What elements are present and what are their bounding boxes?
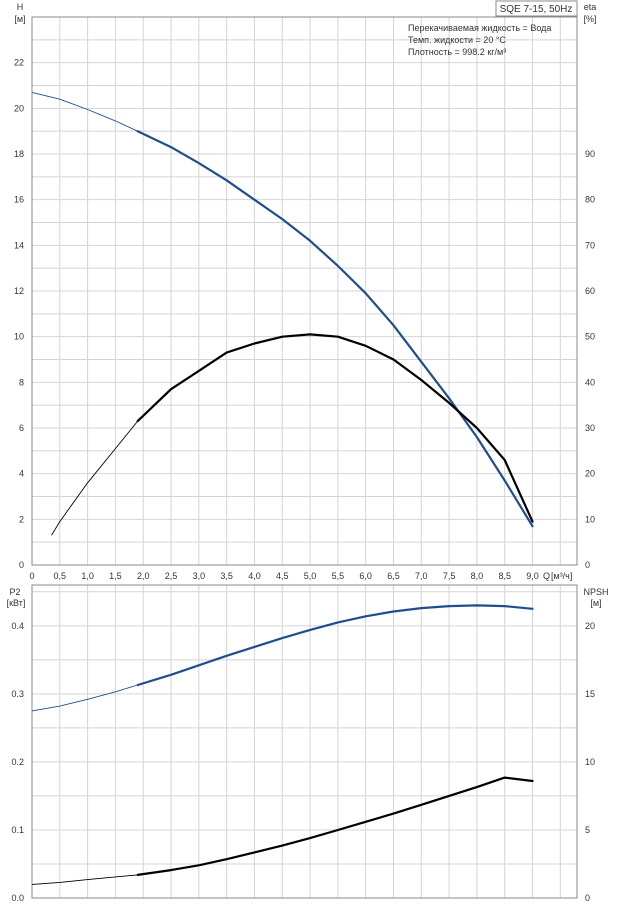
y-left-label-bottom: P2: [9, 587, 20, 597]
top-curves: [31, 91, 534, 536]
y-right-unit-bottom: [м]: [590, 598, 601, 608]
eta-curve: [136, 333, 534, 523]
x-tick-label: 5,5: [332, 571, 345, 581]
x-tick-label: 3,5: [220, 571, 233, 581]
annotation-density: Плотность = 998.2 кг/м³: [408, 47, 506, 57]
x-tick-label: 8,0: [471, 571, 484, 581]
x-tick-label: 3,0: [193, 571, 206, 581]
y-left-tick-label: 10: [14, 332, 24, 342]
y-right-tick-label: 5: [585, 825, 590, 835]
annotation-temp: Темп. жидкости = 20 °C: [408, 35, 506, 45]
x-tick-label: 2,5: [165, 571, 178, 581]
x-tick-label: 9,0: [526, 571, 539, 581]
y-right-tick-label: 30: [585, 423, 595, 433]
x-tick-label: 1,5: [109, 571, 122, 581]
y-right-tick-label: 0: [585, 560, 590, 570]
y-right-tick-label: 0: [585, 893, 590, 903]
y-right-tick-label: 60: [585, 286, 595, 296]
y-right-tick-label: 80: [585, 195, 595, 205]
h-curve-extrapolated: [31, 91, 138, 132]
y-right-tick-label: 10: [585, 514, 595, 524]
y-right-tick-label: 90: [585, 149, 595, 159]
chart-title: SQE 7-15, 50Hz: [500, 4, 573, 15]
y-right-tick-label: 70: [585, 240, 595, 250]
x-tick-label: 4,0: [248, 571, 261, 581]
y-right-label-top: eta: [584, 2, 597, 12]
y-right-tick-label: 50: [585, 332, 595, 342]
head-efficiency-plot: 0 2 4 6 8 10 12 14 16 18 20 22 0 10 20 30 40 50 60 70 80 90 0 0…: [14, 16, 595, 581]
x-tick-label: 4,5: [276, 571, 289, 581]
y-left-unit-top: [м]: [14, 14, 25, 24]
top-plot-frame: [31, 16, 578, 566]
eta-curve-extrapolated: [51, 420, 139, 536]
p2-curve-extrapolated: [31, 684, 138, 712]
y-left-tick-label: 0.1: [11, 825, 24, 835]
y-right-tick-label: 15: [585, 689, 595, 699]
y-left-tick-label: 0.3: [11, 689, 24, 699]
y-left-tick-label: 14: [14, 240, 24, 250]
x-tick-label: 8,5: [498, 571, 511, 581]
y-right-label-bottom: NPSH: [583, 587, 608, 597]
y-left-unit-bottom: [кВт]: [7, 598, 26, 608]
y-left-label-top: H: [17, 2, 24, 12]
x-tick-label: 6,0: [359, 571, 372, 581]
y-right-unit-top: [%]: [583, 14, 596, 24]
annotation-liquid: Перекачиваемая жидкость = Вода: [408, 23, 551, 33]
npsh-curve: [136, 776, 534, 876]
x-tick-label: 6,5: [387, 571, 400, 581]
x-axis-unit: [м³/ч]: [551, 571, 572, 581]
y-left-tick-label: 22: [14, 58, 24, 68]
x-axis-label: Q: [543, 571, 550, 581]
y-left-tick-label: 0.4: [11, 621, 24, 631]
y-left-tick-label: 2: [19, 514, 24, 524]
y-right-tick-label: 40: [585, 377, 595, 387]
y-left-tick-label: 20: [14, 103, 24, 113]
y-right-tick-label: 20: [585, 469, 595, 479]
y-left-tick-label: 0: [19, 560, 24, 570]
y-left-tick-label: 0.0: [11, 893, 24, 903]
bottom-labels: 0.0 0.1 0.2 0.3 0.4 0 5 10 15 20: [11, 621, 595, 903]
y-left-tick-label: 16: [14, 195, 24, 205]
title-box: [495, 0, 578, 17]
bottom-plot-frame: [31, 584, 578, 899]
p2-curve: [136, 604, 534, 687]
y-left-tick-label: 18: [14, 149, 24, 159]
y-left-tick-label: 6: [19, 423, 24, 433]
y-left-tick-label: 12: [14, 286, 24, 296]
y-right-tick-label: 20: [585, 621, 595, 631]
x-tick-label: 1,0: [81, 571, 94, 581]
top-grid: [32, 16, 577, 565]
y-left-tick-label: 4: [19, 469, 24, 479]
x-tick-label: 0,5: [54, 571, 67, 581]
x-tick-label: 0: [29, 571, 34, 581]
y-left-tick-label: 0.2: [11, 757, 24, 767]
x-tick-label: 7,0: [415, 571, 428, 581]
y-right-tick-label: 10: [585, 757, 595, 767]
top-labels: 0 2 4 6 8 10 12 14 16 18 20 22 0 10 20 30 40 50 60 70 80 90 0 0…: [14, 58, 595, 581]
x-tick-label: 7,5: [443, 571, 456, 581]
power-npsh-plot: 0.0 0.1 0.2 0.3 0.4 0 5 10 15 20: [11, 584, 595, 903]
x-tick-label: 2,0: [137, 571, 150, 581]
h-curve: [136, 130, 534, 528]
bottom-grid: [32, 585, 577, 898]
bottom-curves: [31, 604, 534, 885]
x-tick-label: 5,0: [304, 571, 317, 581]
npsh-curve-extrapolated: [31, 874, 138, 885]
y-left-tick-label: 8: [19, 377, 24, 387]
